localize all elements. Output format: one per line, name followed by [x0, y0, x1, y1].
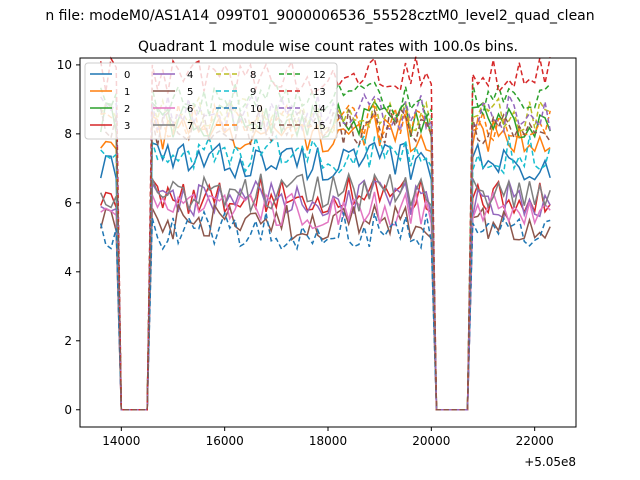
y-tick-label: 4	[64, 265, 72, 279]
y-axis: 0 2 4 6 8 10	[57, 58, 80, 417]
x-tick-label: 18000	[309, 434, 347, 448]
series-line-14	[100, 92, 551, 411]
series-line-6	[100, 190, 551, 411]
series-line-4	[100, 179, 551, 411]
x-axis-offset-label: +5.05e8	[524, 455, 576, 469]
x-axis: 14000 16000 18000 20000 22000	[102, 427, 554, 448]
series-line-11	[100, 102, 551, 411]
series-line-3	[100, 175, 551, 411]
legend-label-8: 8	[250, 70, 256, 81]
legend-label-11: 11	[250, 121, 263, 132]
legend-label-1: 1	[124, 87, 130, 98]
series-line-7	[100, 171, 551, 411]
x-tick-label: 22000	[516, 434, 554, 448]
legend-label-6: 6	[187, 104, 193, 115]
series-line-1	[100, 113, 551, 411]
series-line-13	[99, 56, 551, 411]
y-tick-label: 0	[64, 403, 72, 417]
legend-label-13: 13	[313, 87, 326, 98]
x-tick-label: 16000	[206, 434, 244, 448]
chart-title: Quadrant 1 module wise count rates with …	[138, 39, 518, 55]
legend-label-14: 14	[313, 104, 326, 115]
legend-label-4: 4	[187, 70, 193, 81]
legend-label-5: 5	[187, 87, 193, 98]
legend-label-7: 7	[187, 121, 193, 132]
legend-label-12: 12	[313, 70, 326, 81]
legend-box	[84, 62, 338, 140]
y-tick-label: 8	[64, 127, 72, 141]
series-line-9	[100, 133, 551, 411]
series-line-5	[99, 202, 551, 411]
series-line-10	[99, 209, 551, 411]
x-tick-label: 14000	[102, 434, 140, 448]
legend-label-0: 0	[124, 70, 130, 81]
y-tick-label: 2	[64, 334, 72, 348]
x-tick-label: 20000	[412, 434, 450, 448]
legend-label-9: 9	[250, 87, 256, 98]
figure-title: n file: modeM0/AS1A14_099T01_9000006536_…	[45, 8, 594, 24]
legend-label-10: 10	[250, 104, 263, 115]
y-tick-label: 6	[64, 196, 72, 210]
series-line-0	[99, 141, 551, 411]
legend-label-2: 2	[124, 104, 130, 115]
y-tick-label: 10	[57, 58, 72, 72]
legend-label-15: 15	[313, 121, 326, 132]
series-line-15	[99, 106, 551, 411]
legend-label-3: 3	[124, 121, 130, 132]
